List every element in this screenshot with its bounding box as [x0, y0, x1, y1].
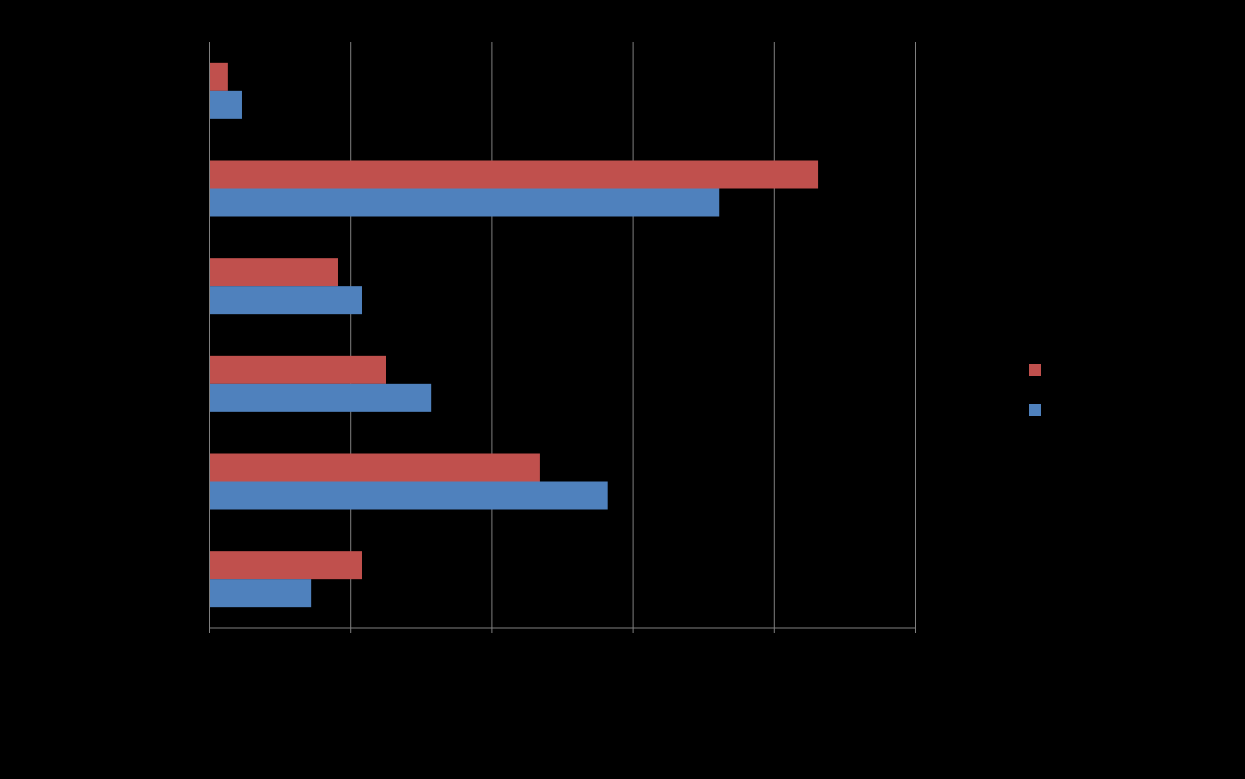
bar-series1-cat3	[209, 258, 338, 287]
bar-series2-cat6	[209, 579, 312, 608]
bar-series2-cat4	[209, 383, 432, 412]
bar-series2-cat2	[209, 188, 720, 217]
axes	[209, 42, 916, 633]
bar-series1-cat1	[209, 62, 228, 91]
legend-marker-series2	[1029, 404, 1041, 416]
legend-marker-series1	[1029, 364, 1041, 376]
gridlines	[350, 42, 916, 628]
bar-series1-cat2	[209, 160, 819, 189]
legend	[1029, 364, 1041, 416]
bars	[209, 62, 819, 608]
bar-series2-cat5	[209, 481, 608, 510]
bar-series1-cat4	[209, 355, 386, 384]
bar-series1-cat6	[209, 551, 362, 580]
bar-series1-cat5	[209, 453, 540, 482]
bar-series2-cat3	[209, 286, 362, 315]
bar-series2-cat1	[209, 90, 242, 119]
